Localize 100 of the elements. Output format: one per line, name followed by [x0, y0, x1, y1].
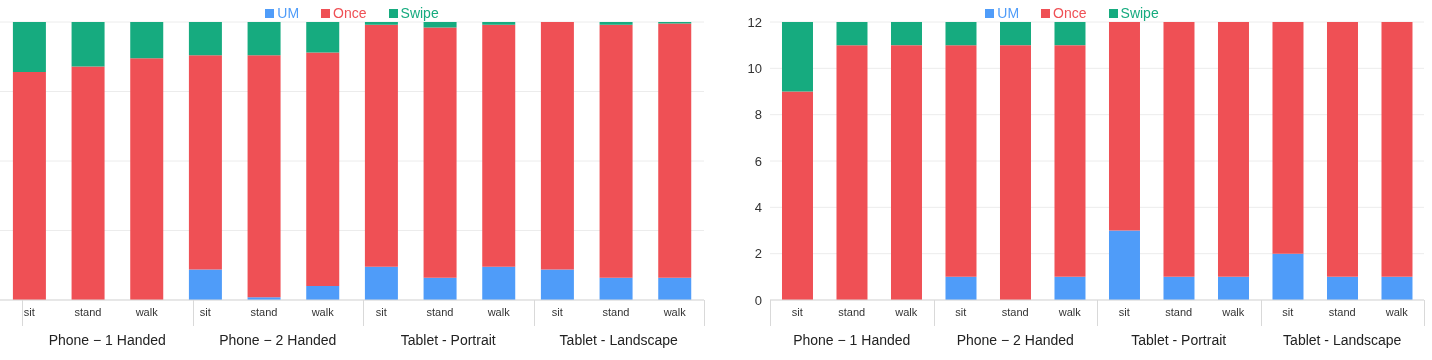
bar	[188, 269, 222, 300]
text: Phone − 1 Handed	[47, 332, 167, 348]
text: Phone − 2 Handed	[218, 332, 338, 348]
bar	[71, 66, 105, 300]
x-tick-label: sit	[199, 305, 211, 318]
x-tick-label: stand	[838, 305, 866, 318]
bar	[306, 22, 340, 53]
text: Tablet - Landscape	[1282, 332, 1403, 348]
y-tick-label: 10	[747, 60, 762, 76]
bar	[836, 45, 868, 300]
bar	[1108, 230, 1140, 300]
text: Phone − 1 Handed	[792, 332, 912, 348]
bar	[599, 24, 633, 278]
legend-label: Once	[332, 4, 367, 22]
y-tick-label: 6	[754, 153, 762, 169]
x-tick-label: walk	[1057, 305, 1082, 318]
bar	[1272, 253, 1304, 300]
x-tick-label: walk	[662, 305, 687, 318]
bar	[658, 23, 692, 278]
bar	[945, 22, 977, 46]
bar	[1326, 22, 1358, 277]
x-tick-label: stand	[1165, 305, 1193, 318]
text: Phone − 2 Handed	[955, 332, 1075, 348]
bar	[1381, 22, 1413, 277]
x-tick-label: sit	[23, 305, 35, 318]
bar	[999, 22, 1031, 46]
legend-label: Swipe	[399, 4, 439, 22]
bar	[12, 22, 46, 73]
x-tick-label: sit	[955, 305, 967, 318]
bar	[540, 269, 574, 300]
bar	[1163, 22, 1195, 277]
bar	[247, 55, 281, 298]
y-tick-label: 4	[754, 199, 762, 215]
x-tick-label: stand	[602, 305, 630, 318]
bar	[1381, 276, 1413, 300]
bar	[890, 45, 922, 300]
text: Tablet - Portrait	[399, 332, 497, 348]
bar	[247, 22, 281, 56]
bar	[482, 22, 516, 25]
x-tick-label: walk	[1221, 305, 1245, 318]
bar	[945, 45, 977, 277]
bar	[1054, 45, 1086, 277]
y-tick-label: 0	[754, 292, 762, 308]
legend-label: Once	[1052, 4, 1087, 22]
y-tick-label: 2	[754, 246, 762, 262]
bar	[836, 22, 868, 46]
bar	[423, 22, 457, 28]
text: Tablet - Landscape	[558, 332, 679, 348]
bar	[188, 55, 222, 270]
y-tick-label: 8	[754, 107, 762, 123]
legend-label: UM	[996, 4, 1020, 22]
x-tick-label: stand	[426, 305, 454, 318]
bar	[482, 266, 516, 300]
bar	[364, 22, 398, 25]
x-tick-label: walk	[134, 305, 159, 318]
x-tick-label: walk	[486, 305, 511, 318]
x-tick-label: walk	[310, 305, 335, 318]
bar	[945, 276, 977, 300]
bar	[423, 277, 457, 300]
bar	[188, 22, 222, 56]
bar	[12, 72, 46, 300]
x-tick-label: sit	[1282, 305, 1294, 318]
legend-label: Swipe	[1119, 4, 1159, 22]
bar	[306, 52, 340, 287]
bar	[599, 277, 633, 300]
bar	[423, 27, 457, 278]
bar	[1326, 276, 1358, 300]
x-tick-label: stand	[250, 305, 278, 318]
x-tick-label: walk	[1384, 305, 1409, 318]
x-tick-label: sit	[375, 305, 387, 318]
legend-label: UM	[276, 4, 300, 22]
bar	[71, 22, 105, 67]
text: Tablet - Portrait	[1130, 332, 1228, 348]
x-tick-label: stand	[1328, 305, 1356, 318]
x-tick-label: walk	[894, 305, 918, 318]
bar	[364, 266, 398, 300]
bar	[658, 277, 692, 300]
bar	[1163, 276, 1195, 300]
x-tick-label: stand	[74, 305, 102, 318]
bar	[364, 24, 398, 267]
bar	[1272, 22, 1304, 254]
y-tick-label: 12	[747, 14, 762, 30]
bar	[781, 91, 813, 300]
bar	[1054, 276, 1086, 300]
x-tick-label: sit	[791, 305, 803, 318]
bar	[540, 22, 574, 270]
bar	[130, 58, 164, 300]
bar	[1217, 276, 1249, 300]
bar	[482, 24, 516, 267]
x-tick-label: sit	[551, 305, 563, 318]
x-tick-label: sit	[1118, 305, 1130, 318]
bar	[999, 45, 1031, 300]
bar	[306, 286, 340, 300]
x-tick-label: stand	[1001, 305, 1029, 318]
bar	[1217, 22, 1249, 277]
bar	[1054, 22, 1086, 46]
bar	[130, 22, 164, 59]
bar	[1108, 22, 1140, 231]
bar	[781, 22, 813, 92]
bar	[599, 22, 633, 25]
